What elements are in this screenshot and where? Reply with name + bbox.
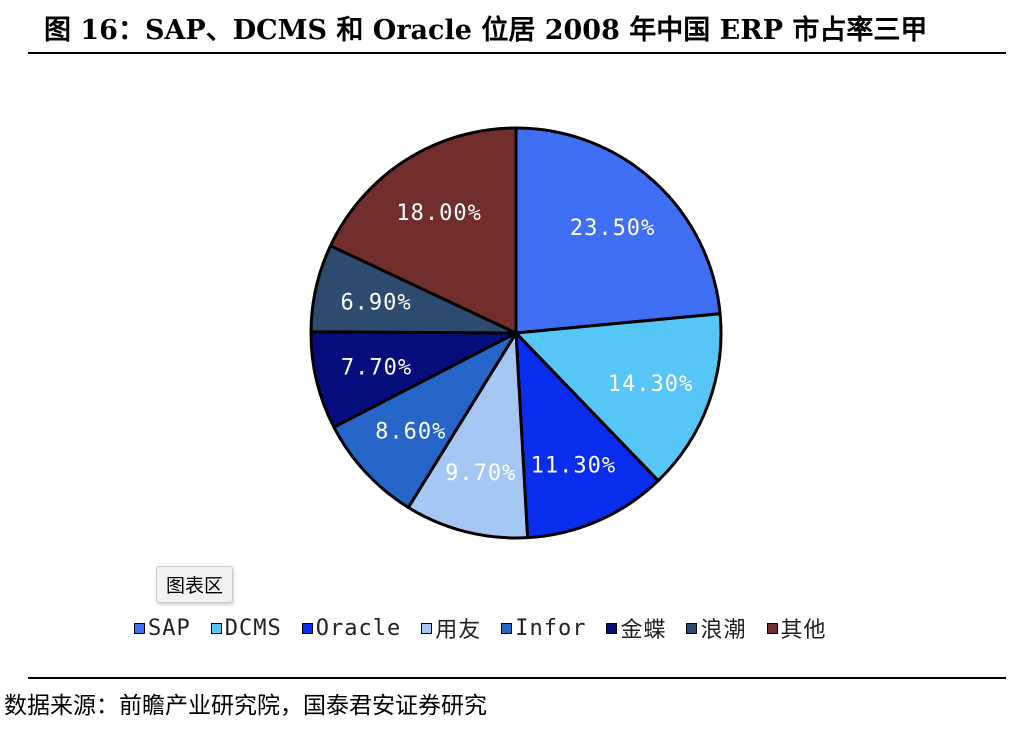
pie-data-label-4: 9.70% xyxy=(445,461,516,486)
bottom-divider xyxy=(28,677,1006,679)
pie-data-label-2: 14.30% xyxy=(608,372,693,397)
legend-item-4[interactable]: 用友 xyxy=(421,612,481,644)
top-divider xyxy=(28,52,1006,54)
pie-slice-8[interactable] xyxy=(329,126,518,335)
pie-slice-6[interactable] xyxy=(309,330,518,429)
legend-swatch xyxy=(421,622,433,634)
legend-label: 浪潮 xyxy=(700,618,747,643)
legend-item-7[interactable]: 浪潮 xyxy=(686,612,746,644)
legend-label: Oracle xyxy=(315,615,402,641)
legend-swatch xyxy=(766,622,778,634)
legend-label: SAP xyxy=(148,615,191,641)
pie-slice-5[interactable] xyxy=(332,331,518,509)
legend-item-2[interactable]: DCMS xyxy=(210,615,282,641)
data-source-note: 数据来源：前瞻产业研究院，国泰君安证券研究 xyxy=(4,693,487,719)
legend-swatch xyxy=(301,622,313,634)
pie-data-label-3: 11.30% xyxy=(531,454,616,479)
pie-slice-1[interactable] xyxy=(514,126,722,335)
pie-data-label-1: 23.50% xyxy=(570,216,655,241)
legend-item-1[interactable]: SAP xyxy=(134,616,191,641)
legend-swatch xyxy=(606,622,618,634)
pie-slice-3[interactable] xyxy=(514,331,660,540)
legend-item-8[interactable]: 其他 xyxy=(766,612,827,644)
legend-label: 用友 xyxy=(435,618,482,643)
legend-item-5[interactable]: Infor xyxy=(501,616,586,641)
legend-swatch xyxy=(686,622,698,634)
legend-label: Infor xyxy=(515,615,587,641)
legend-item-3[interactable]: Oracle xyxy=(301,615,402,641)
pie-data-label-5: 8.60% xyxy=(375,420,446,445)
legend-label: 其他 xyxy=(780,618,827,643)
pie-slice-2[interactable] xyxy=(514,312,723,483)
legend-swatch xyxy=(134,622,145,634)
pie-slice-4[interactable] xyxy=(406,331,530,540)
legend-swatch xyxy=(210,622,222,634)
pie-data-label-6: 7.70% xyxy=(341,355,412,380)
chart-area-tooltip: 图表区 xyxy=(156,566,234,603)
chart-legend: SAP DCMS Oracle 用友 Infor 金蝶 浪潮 其他 xyxy=(134,612,847,644)
legend-item-6[interactable]: 金蝶 xyxy=(606,612,666,644)
pie-data-label-8: 18.00% xyxy=(396,201,481,226)
legend-label: 金蝶 xyxy=(620,618,667,643)
legend-swatch xyxy=(501,622,513,634)
legend-label: DCMS xyxy=(224,615,282,641)
pie-data-label-7: 6.90% xyxy=(340,290,411,315)
pie-data-labels: 23.50% 14.30% 11.30% 9.70% 8.60% 7.70% 6.90% 18… xyxy=(340,201,693,486)
pie-slices xyxy=(309,126,723,540)
chart-title: 图 16：SAP、DCMS 和 Oracle 位居 2008 年中国 ERP 市… xyxy=(44,15,928,46)
